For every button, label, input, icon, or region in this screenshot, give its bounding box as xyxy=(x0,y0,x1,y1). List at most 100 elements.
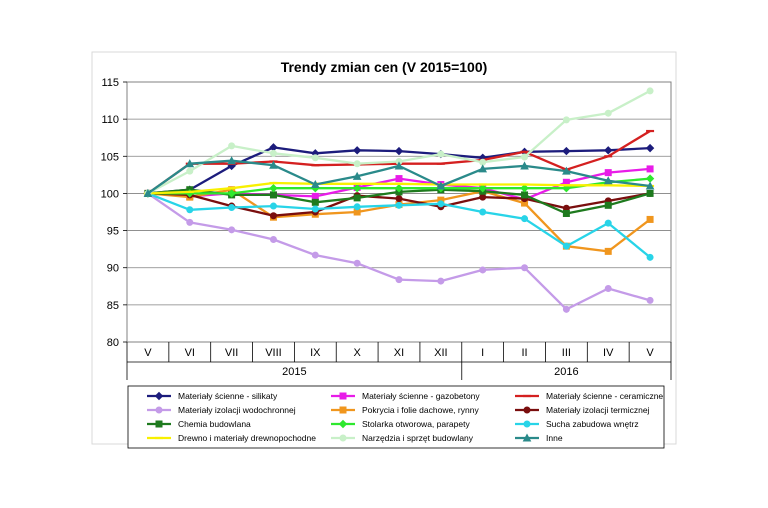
data-point xyxy=(352,184,362,193)
data-point xyxy=(521,191,529,199)
data-point xyxy=(520,161,529,170)
legend-label: Materiały ścienne - gazobetony xyxy=(362,391,480,401)
data-point xyxy=(478,184,487,193)
data-point xyxy=(186,206,194,214)
legend-label: Narzędzia i sprzęt budowlany xyxy=(362,433,474,443)
data-point xyxy=(353,160,361,168)
data-point xyxy=(645,181,655,190)
plot-area xyxy=(126,81,672,343)
x-tick-label: VI xyxy=(185,347,195,359)
data-point xyxy=(143,188,153,197)
legend-item: Stolarka otworowa, parapety xyxy=(331,419,470,429)
legend-marker xyxy=(339,392,347,400)
data-point xyxy=(228,226,236,234)
data-point xyxy=(353,259,361,267)
data-point xyxy=(604,247,612,255)
legend-item: Inne xyxy=(515,433,563,443)
data-point xyxy=(269,235,277,243)
x-tick-label: XI xyxy=(394,347,404,359)
data-point xyxy=(269,202,277,210)
legend-label: Inne xyxy=(546,433,563,443)
x-tick-label: VII xyxy=(225,347,238,359)
legend: Materiały ścienne - silikaty Materiały śc… xyxy=(147,391,663,443)
series-12 xyxy=(143,156,655,197)
data-point xyxy=(269,149,277,157)
data-point xyxy=(269,184,278,193)
legend-marker xyxy=(522,433,532,442)
data-point xyxy=(521,264,529,272)
x-tick-label: VIII xyxy=(265,347,282,359)
data-point xyxy=(353,194,361,202)
data-point xyxy=(562,146,571,156)
data-point xyxy=(185,159,195,168)
legend-item: Materiały ścienne - silikaty xyxy=(147,391,278,401)
data-point xyxy=(604,109,612,117)
y-tick-label: 90 xyxy=(107,263,119,275)
data-point xyxy=(228,204,236,212)
data-point xyxy=(604,201,612,209)
legend-item: Drewno i materiały drewnopochodne xyxy=(147,433,316,443)
x-group-label: 2016 xyxy=(554,366,578,378)
data-point xyxy=(562,242,570,250)
data-point xyxy=(520,184,529,193)
legend-marker xyxy=(339,406,347,414)
data-point xyxy=(562,305,570,313)
x-tick-label: III xyxy=(562,347,571,359)
legend-item: Narzędzia i sprzęt budowlany xyxy=(331,433,474,443)
data-point xyxy=(562,116,570,124)
data-point xyxy=(269,191,277,199)
x-tick-label: IV xyxy=(603,347,614,359)
legend-item: Sucha zabudowa wnętrz xyxy=(515,419,639,429)
y-tick-label: 105 xyxy=(101,151,119,163)
data-point xyxy=(310,179,320,189)
data-point xyxy=(646,87,654,95)
legend-marker xyxy=(155,420,163,428)
legend-label: Materiały izolacji termicznej xyxy=(546,405,650,415)
data-point xyxy=(604,219,612,227)
data-point xyxy=(479,158,487,166)
data-point xyxy=(311,198,319,206)
data-point xyxy=(227,156,236,165)
legend-label: Drewno i materiały drewnopochodne xyxy=(178,433,316,443)
data-point xyxy=(311,192,319,200)
data-point xyxy=(646,253,654,261)
data-point xyxy=(186,218,194,226)
data-point xyxy=(311,154,319,162)
data-point xyxy=(521,215,529,223)
data-point xyxy=(395,276,403,284)
legend-label: Sucha zabudowa wnętrz xyxy=(546,419,639,429)
data-point xyxy=(604,146,613,155)
series-lines xyxy=(143,87,655,313)
data-point xyxy=(394,161,404,170)
y-tick-label: 100 xyxy=(101,188,119,200)
x-tick-label: I xyxy=(481,347,484,359)
legend-label: Pokrycia i folie dachowe, rynny xyxy=(362,405,479,415)
data-point xyxy=(437,200,445,208)
series-9 xyxy=(144,189,654,261)
data-point xyxy=(269,160,278,169)
data-point xyxy=(521,153,529,161)
series-8 xyxy=(143,174,655,198)
legend-label: Materiały izolacji wodochronnej xyxy=(178,405,296,415)
data-point xyxy=(479,193,487,201)
y-tick-label: 95 xyxy=(107,226,119,238)
data-point xyxy=(478,164,488,173)
data-point xyxy=(437,277,445,285)
data-point xyxy=(269,212,277,220)
y-tick-label: 85 xyxy=(107,300,119,312)
data-point xyxy=(562,209,570,217)
data-point xyxy=(646,189,654,197)
data-point xyxy=(227,189,236,198)
legend-item: Materiały ścienne - ceramiczne xyxy=(515,391,663,401)
data-point xyxy=(603,176,613,185)
legend-item: Chemia budowlana xyxy=(147,419,251,429)
x-tick-label: II xyxy=(521,347,527,359)
data-point xyxy=(352,146,362,155)
data-point xyxy=(395,175,403,183)
data-point xyxy=(562,166,571,175)
data-point xyxy=(352,171,362,180)
data-point xyxy=(645,143,655,153)
